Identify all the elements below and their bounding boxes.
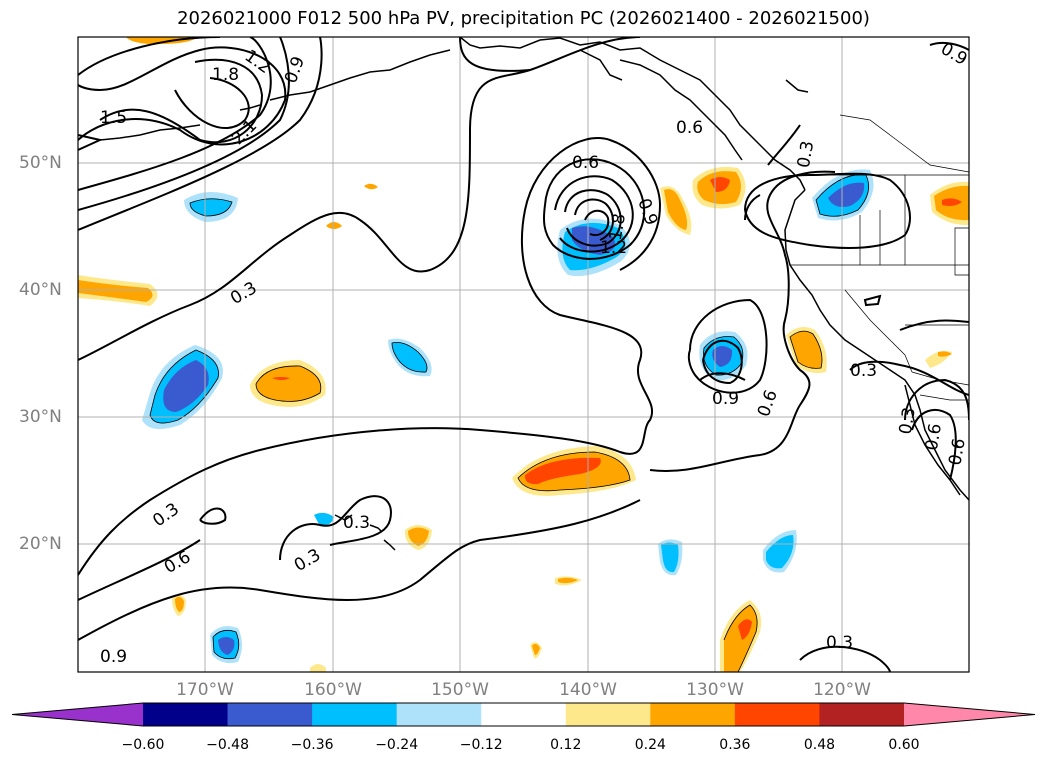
lon-label: 170°W (176, 680, 234, 700)
colorbar-tick-label: −0.12 (459, 737, 503, 753)
colorbar (11, 702, 1036, 727)
precip-anomaly (175, 596, 184, 612)
colorbar-segment (481, 703, 567, 726)
precip-anomaly (256, 365, 321, 402)
colorbar-segment (819, 703, 905, 726)
contour-label: 0.3 (794, 139, 818, 169)
colorbar-tick-label: 0.12 (550, 737, 582, 753)
lat-label: 50°N (19, 153, 62, 173)
coastlines (99, 37, 969, 551)
precip-anomaly (314, 512, 334, 526)
colorbar-segment (227, 703, 313, 726)
precip-anomaly (218, 637, 235, 655)
colorbar-extend-high (904, 703, 1035, 726)
contour-label: 0.3 (850, 361, 877, 381)
precip-anomaly (661, 542, 679, 573)
political-borders (790, 114, 969, 401)
colorbar-tick-label: 0.60 (888, 737, 920, 753)
contour-label: 0.3 (343, 513, 370, 533)
gridlines (78, 37, 969, 672)
precip-anomaly (938, 351, 952, 357)
colorbar-tick-label: −0.48 (206, 737, 249, 753)
contour-label: 0.9 (712, 389, 739, 409)
contour-label: 1.8 (606, 212, 630, 242)
lon-label: 120°W (813, 680, 871, 700)
lon-label: 140°W (559, 680, 617, 700)
precip-anomaly (272, 377, 290, 380)
precip-anomaly (78, 280, 153, 302)
precip-anomaly (524, 457, 601, 485)
contour-labels: 1.5 1.8 1.2 0.9 2.1 0.3 0.6 0.9 1.8 1.2 … (100, 39, 969, 667)
precip-anomaly (712, 346, 733, 367)
contour-label: 0.6 (922, 422, 946, 452)
colorbar-tick-label: −0.36 (290, 737, 334, 753)
pv-contours (78, 37, 969, 672)
precip-anomaly (326, 222, 342, 229)
contour-label: 1.2 (600, 238, 627, 258)
lat-label: 30°N (19, 407, 62, 427)
precip-anomaly (392, 342, 427, 373)
colorbar-outline (11, 702, 1036, 727)
colorbar-tick-label: 0.48 (803, 737, 836, 753)
colorbar-segment (565, 703, 651, 726)
colorbar-tick-label: 0.24 (634, 737, 666, 753)
contour-label: 1.8 (212, 65, 239, 85)
map-title: 2026021000 F012 500 hPa PV, precipitatio… (177, 8, 870, 29)
contour-label: 0.9 (100, 647, 127, 667)
precip-anomaly (310, 664, 326, 672)
colorbar-segment (734, 703, 820, 726)
colorbar-tick-label: 0.36 (719, 737, 751, 753)
colorbar-segment (650, 703, 736, 726)
contour-label: 0.6 (572, 153, 599, 173)
precip-anomaly (364, 183, 378, 190)
lat-label: 40°N (19, 280, 62, 300)
precip-anomaly (790, 331, 822, 369)
contour-label: 0.3 (896, 406, 920, 436)
contour-label: 1.5 (100, 108, 127, 128)
colorbar-tick-label: −0.24 (375, 737, 419, 753)
precip-anomaly (828, 182, 865, 207)
lon-label: 150°W (431, 680, 489, 700)
contour-label: 0.6 (676, 118, 703, 138)
precip-anomaly (408, 527, 429, 546)
contour-label: 0.6 (945, 437, 969, 467)
precip-outline (149, 174, 870, 672)
lon-label: 130°W (686, 680, 744, 700)
contour-label: 0.3 (826, 633, 853, 653)
lat-label: 20°N (19, 534, 62, 554)
colorbar-tick-label: −0.60 (121, 737, 165, 753)
precip-anomaly (190, 198, 232, 216)
lon-label: 160°W (304, 680, 362, 700)
colorbar-segment (143, 703, 229, 726)
colorbar-segment (396, 703, 482, 726)
colorbar-segment (312, 703, 398, 726)
precip-anomaly (163, 360, 209, 412)
precip-anomaly (558, 577, 578, 584)
precip-anomaly (738, 619, 752, 640)
precip-anomaly (572, 226, 616, 255)
precip-anomaly (766, 535, 794, 569)
precip-anomaly (664, 189, 688, 230)
precip-anomaly (532, 643, 540, 656)
colorbar-extend-low (12, 703, 143, 726)
precip-anomaly (942, 198, 962, 206)
map-frame (77, 36, 970, 673)
